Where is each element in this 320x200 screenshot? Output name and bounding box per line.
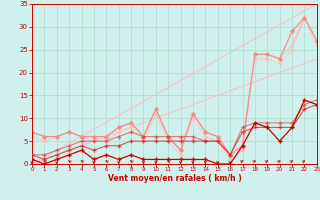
X-axis label: Vent moyen/en rafales ( km/h ): Vent moyen/en rafales ( km/h ) bbox=[108, 174, 241, 183]
